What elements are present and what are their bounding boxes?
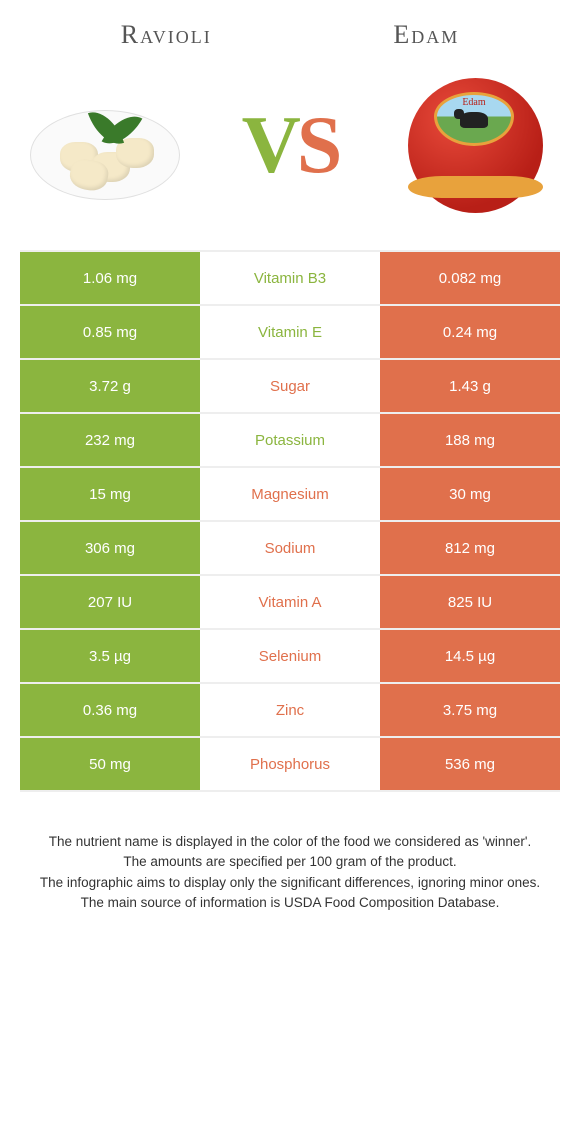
header: Ravioli Edam [0, 0, 580, 60]
cell-nutrient-name: Potassium [200, 414, 380, 466]
cell-right-value: 825 IU [380, 576, 560, 628]
ravioli-image [30, 70, 180, 220]
cell-right-value: 30 mg [380, 468, 560, 520]
table-row: 3.72 gSugar1.43 g [20, 360, 560, 414]
cell-right-value: 0.082 mg [380, 252, 560, 304]
cell-left-value: 3.5 µg [20, 630, 200, 682]
table-row: 0.36 mgZinc3.75 mg [20, 684, 560, 738]
table-row: 3.5 µgSelenium14.5 µg [20, 630, 560, 684]
cell-right-value: 188 mg [380, 414, 560, 466]
table-row: 50 mgPhosphorus536 mg [20, 738, 560, 792]
cell-left-value: 15 mg [20, 468, 200, 520]
cell-left-value: 306 mg [20, 522, 200, 574]
edam-brand-label: Edam [437, 95, 511, 108]
cell-nutrient-name: Phosphorus [200, 738, 380, 790]
cell-left-value: 3.72 g [20, 360, 200, 412]
vs-v: V [242, 99, 297, 190]
cell-nutrient-name: Zinc [200, 684, 380, 736]
cell-left-value: 50 mg [20, 738, 200, 790]
table-row: 207 IUVitamin A825 IU [20, 576, 560, 630]
cell-right-value: 536 mg [380, 738, 560, 790]
images-row: VS Edam [0, 60, 580, 250]
cell-nutrient-name: Sodium [200, 522, 380, 574]
cell-nutrient-name: Selenium [200, 630, 380, 682]
cell-nutrient-name: Magnesium [200, 468, 380, 520]
cell-right-value: 14.5 µg [380, 630, 560, 682]
nutrient-table: 1.06 mgVitamin B30.082 mg0.85 mgVitamin … [20, 250, 560, 792]
footer-line-3: The infographic aims to display only the… [30, 873, 550, 893]
footer-line-4: The main source of information is USDA F… [30, 893, 550, 913]
vs-label: VS [242, 98, 339, 192]
footer-line-2: The amounts are specified per 100 gram o… [30, 852, 550, 872]
cell-nutrient-name: Vitamin B3 [200, 252, 380, 304]
cell-right-value: 0.24 mg [380, 306, 560, 358]
table-row: 15 mgMagnesium30 mg [20, 468, 560, 522]
cell-left-value: 0.36 mg [20, 684, 200, 736]
food-left-title: Ravioli [121, 20, 212, 50]
cell-nutrient-name: Vitamin A [200, 576, 380, 628]
edam-band [408, 176, 543, 198]
footer-notes: The nutrient name is displayed in the co… [0, 792, 580, 913]
table-row: 1.06 mgVitamin B30.082 mg [20, 252, 560, 306]
cell-right-value: 3.75 mg [380, 684, 560, 736]
food-right-title: Edam [393, 20, 459, 50]
footer-line-1: The nutrient name is displayed in the co… [30, 832, 550, 852]
cell-left-value: 0.85 mg [20, 306, 200, 358]
cell-nutrient-name: Sugar [200, 360, 380, 412]
cell-right-value: 1.43 g [380, 360, 560, 412]
cell-left-value: 207 IU [20, 576, 200, 628]
cell-nutrient-name: Vitamin E [200, 306, 380, 358]
table-row: 306 mgSodium812 mg [20, 522, 560, 576]
cell-left-value: 1.06 mg [20, 252, 200, 304]
edam-image: Edam [400, 70, 550, 220]
table-row: 0.85 mgVitamin E0.24 mg [20, 306, 560, 360]
cell-left-value: 232 mg [20, 414, 200, 466]
table-row: 232 mgPotassium188 mg [20, 414, 560, 468]
vs-s: S [297, 99, 339, 190]
cell-right-value: 812 mg [380, 522, 560, 574]
